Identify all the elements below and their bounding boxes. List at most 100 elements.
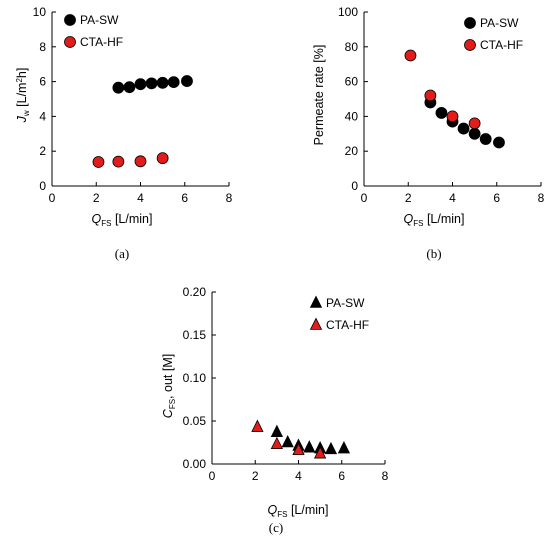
x-tick-label: 8 bbox=[538, 191, 545, 205]
label-subscript: FS bbox=[413, 219, 423, 228]
data-point-pa-sw bbox=[134, 78, 147, 91]
x-axis-label: QFS [L/min] bbox=[92, 212, 153, 228]
data-point-pa-sw bbox=[324, 441, 338, 455]
label-unit: [L/min] bbox=[287, 503, 328, 517]
label-unit: , out [M] bbox=[161, 354, 175, 399]
label-unit: [L/m bbox=[15, 83, 29, 111]
data-marks bbox=[251, 419, 351, 459]
legend-marker-cta-hf bbox=[64, 36, 76, 48]
y-tick-label: 0.05 bbox=[183, 414, 207, 428]
label-superscript: 2 bbox=[15, 78, 24, 83]
data-point-cta-hf bbox=[112, 155, 125, 168]
y-tick-label: 0.20 bbox=[183, 285, 207, 299]
x-tick-label: 6 bbox=[338, 469, 345, 483]
tick-labels: 0 2 4 6 8 0 2 4 6 8 10 bbox=[33, 5, 233, 205]
tick-labels: 0 2 4 6 8 0.00 0.05 0.10 0.15 0.20 bbox=[183, 285, 389, 483]
data-point-pa-sw bbox=[337, 441, 351, 454]
y-tick-label: 0.15 bbox=[183, 328, 207, 342]
label-unit-end: h] bbox=[15, 68, 29, 78]
legend: PA-SW CTA-HF bbox=[64, 13, 123, 49]
y-tick-label: 2 bbox=[39, 144, 46, 158]
legend-label: CTA-HF bbox=[326, 318, 369, 332]
y-tick-label: 0.00 bbox=[183, 457, 207, 471]
label-symbol: Q bbox=[92, 212, 102, 226]
data-point-pa-sw bbox=[303, 440, 316, 453]
data-point-cta-hf bbox=[292, 442, 305, 456]
legend-marker-pa-sw bbox=[64, 14, 76, 26]
panel-label: (a) bbox=[115, 246, 129, 261]
data-point-pa-sw bbox=[435, 107, 448, 119]
label-subscript: FS bbox=[168, 399, 177, 409]
label-unit: [L/min] bbox=[423, 212, 464, 226]
y-axis-label: Permeate rate [%] bbox=[312, 45, 326, 146]
axes bbox=[363, 11, 542, 187]
y-tick-label: 80 bbox=[345, 40, 359, 54]
legend-label: PA-SW bbox=[80, 13, 119, 27]
x-tick-label: 8 bbox=[226, 191, 233, 205]
data-point-cta-hf bbox=[270, 436, 284, 450]
y-axis-label: Jw [L/m2h] bbox=[15, 68, 31, 124]
x-tick-label: 4 bbox=[449, 191, 456, 205]
data-point-cta-hf bbox=[424, 89, 437, 102]
data-point-pa-sw bbox=[167, 76, 180, 89]
y-tick-label: 0.10 bbox=[183, 371, 207, 385]
data-point-pa-sw bbox=[181, 75, 193, 87]
x-tick-label: 0 bbox=[49, 191, 56, 205]
data-point-pa-sw bbox=[270, 424, 284, 437]
label-subscript: FS bbox=[277, 510, 287, 519]
y-tick-label: 4 bbox=[39, 109, 46, 123]
y-tick-label: 6 bbox=[39, 75, 46, 89]
data-point-pa-sw bbox=[493, 136, 505, 149]
legend-marker-pa-sw bbox=[464, 17, 476, 29]
y-tick-label: 0 bbox=[39, 179, 46, 193]
legend: PA-SW CTA-HF bbox=[309, 295, 369, 332]
x-axis-label: QFS [L/min] bbox=[404, 212, 465, 228]
x-tick-label: 2 bbox=[252, 469, 259, 483]
data-point-cta-hf bbox=[156, 152, 169, 165]
data-point-pa-sw bbox=[468, 127, 481, 140]
data-point-cta-hf bbox=[251, 419, 264, 432]
data-point-pa-sw bbox=[112, 81, 125, 94]
chart-panel-a: 0 2 4 6 8 0 2 4 6 8 10 PA-SW CTA-HF QFS [L/min] Jw … bbox=[15, 5, 233, 261]
y-axis-label: CFS, out [M] bbox=[161, 354, 177, 418]
legend-label: PA-SW bbox=[480, 16, 519, 30]
y-tick-label: 20 bbox=[345, 144, 359, 158]
label-symbol: Q bbox=[268, 503, 278, 517]
x-axis-label: QFS [L/min] bbox=[268, 503, 329, 519]
legend-marker-cta-hf bbox=[464, 39, 476, 51]
legend-label: PA-SW bbox=[326, 296, 365, 310]
axes bbox=[211, 291, 386, 465]
label-symbol: J bbox=[15, 115, 29, 123]
label-unit: [L/min] bbox=[111, 212, 152, 226]
x-tick-label: 6 bbox=[181, 191, 188, 205]
data-point-pa-sw bbox=[123, 81, 136, 94]
x-tick-label: 2 bbox=[93, 191, 100, 205]
axes bbox=[51, 11, 230, 187]
label-symbol: Q bbox=[404, 212, 414, 226]
legend-marker-pa-sw bbox=[309, 295, 323, 308]
label-subscript: FS bbox=[101, 219, 111, 228]
y-tick-label: 8 bbox=[39, 40, 46, 54]
data-point-pa-sw bbox=[156, 76, 169, 89]
data-marks bbox=[404, 49, 505, 149]
legend: PA-SW CTA-HF bbox=[464, 16, 523, 52]
x-tick-label: 6 bbox=[493, 191, 500, 205]
y-tick-label: 40 bbox=[345, 109, 359, 123]
data-point-pa-sw bbox=[479, 133, 492, 145]
data-point-cta-hf bbox=[134, 155, 147, 168]
data-point-pa-sw bbox=[457, 122, 470, 135]
data-point-cta-hf bbox=[313, 446, 327, 459]
data-point-cta-hf bbox=[446, 110, 459, 123]
x-tick-label: 8 bbox=[382, 469, 389, 483]
data-point-cta-hf bbox=[404, 49, 417, 62]
y-tick-label: 100 bbox=[338, 5, 358, 19]
y-tick-label: 0 bbox=[351, 179, 358, 193]
legend-label: CTA-HF bbox=[80, 35, 123, 49]
x-tick-label: 2 bbox=[405, 191, 412, 205]
data-point-cta-hf bbox=[92, 156, 105, 168]
label-symbol: C bbox=[161, 408, 175, 418]
